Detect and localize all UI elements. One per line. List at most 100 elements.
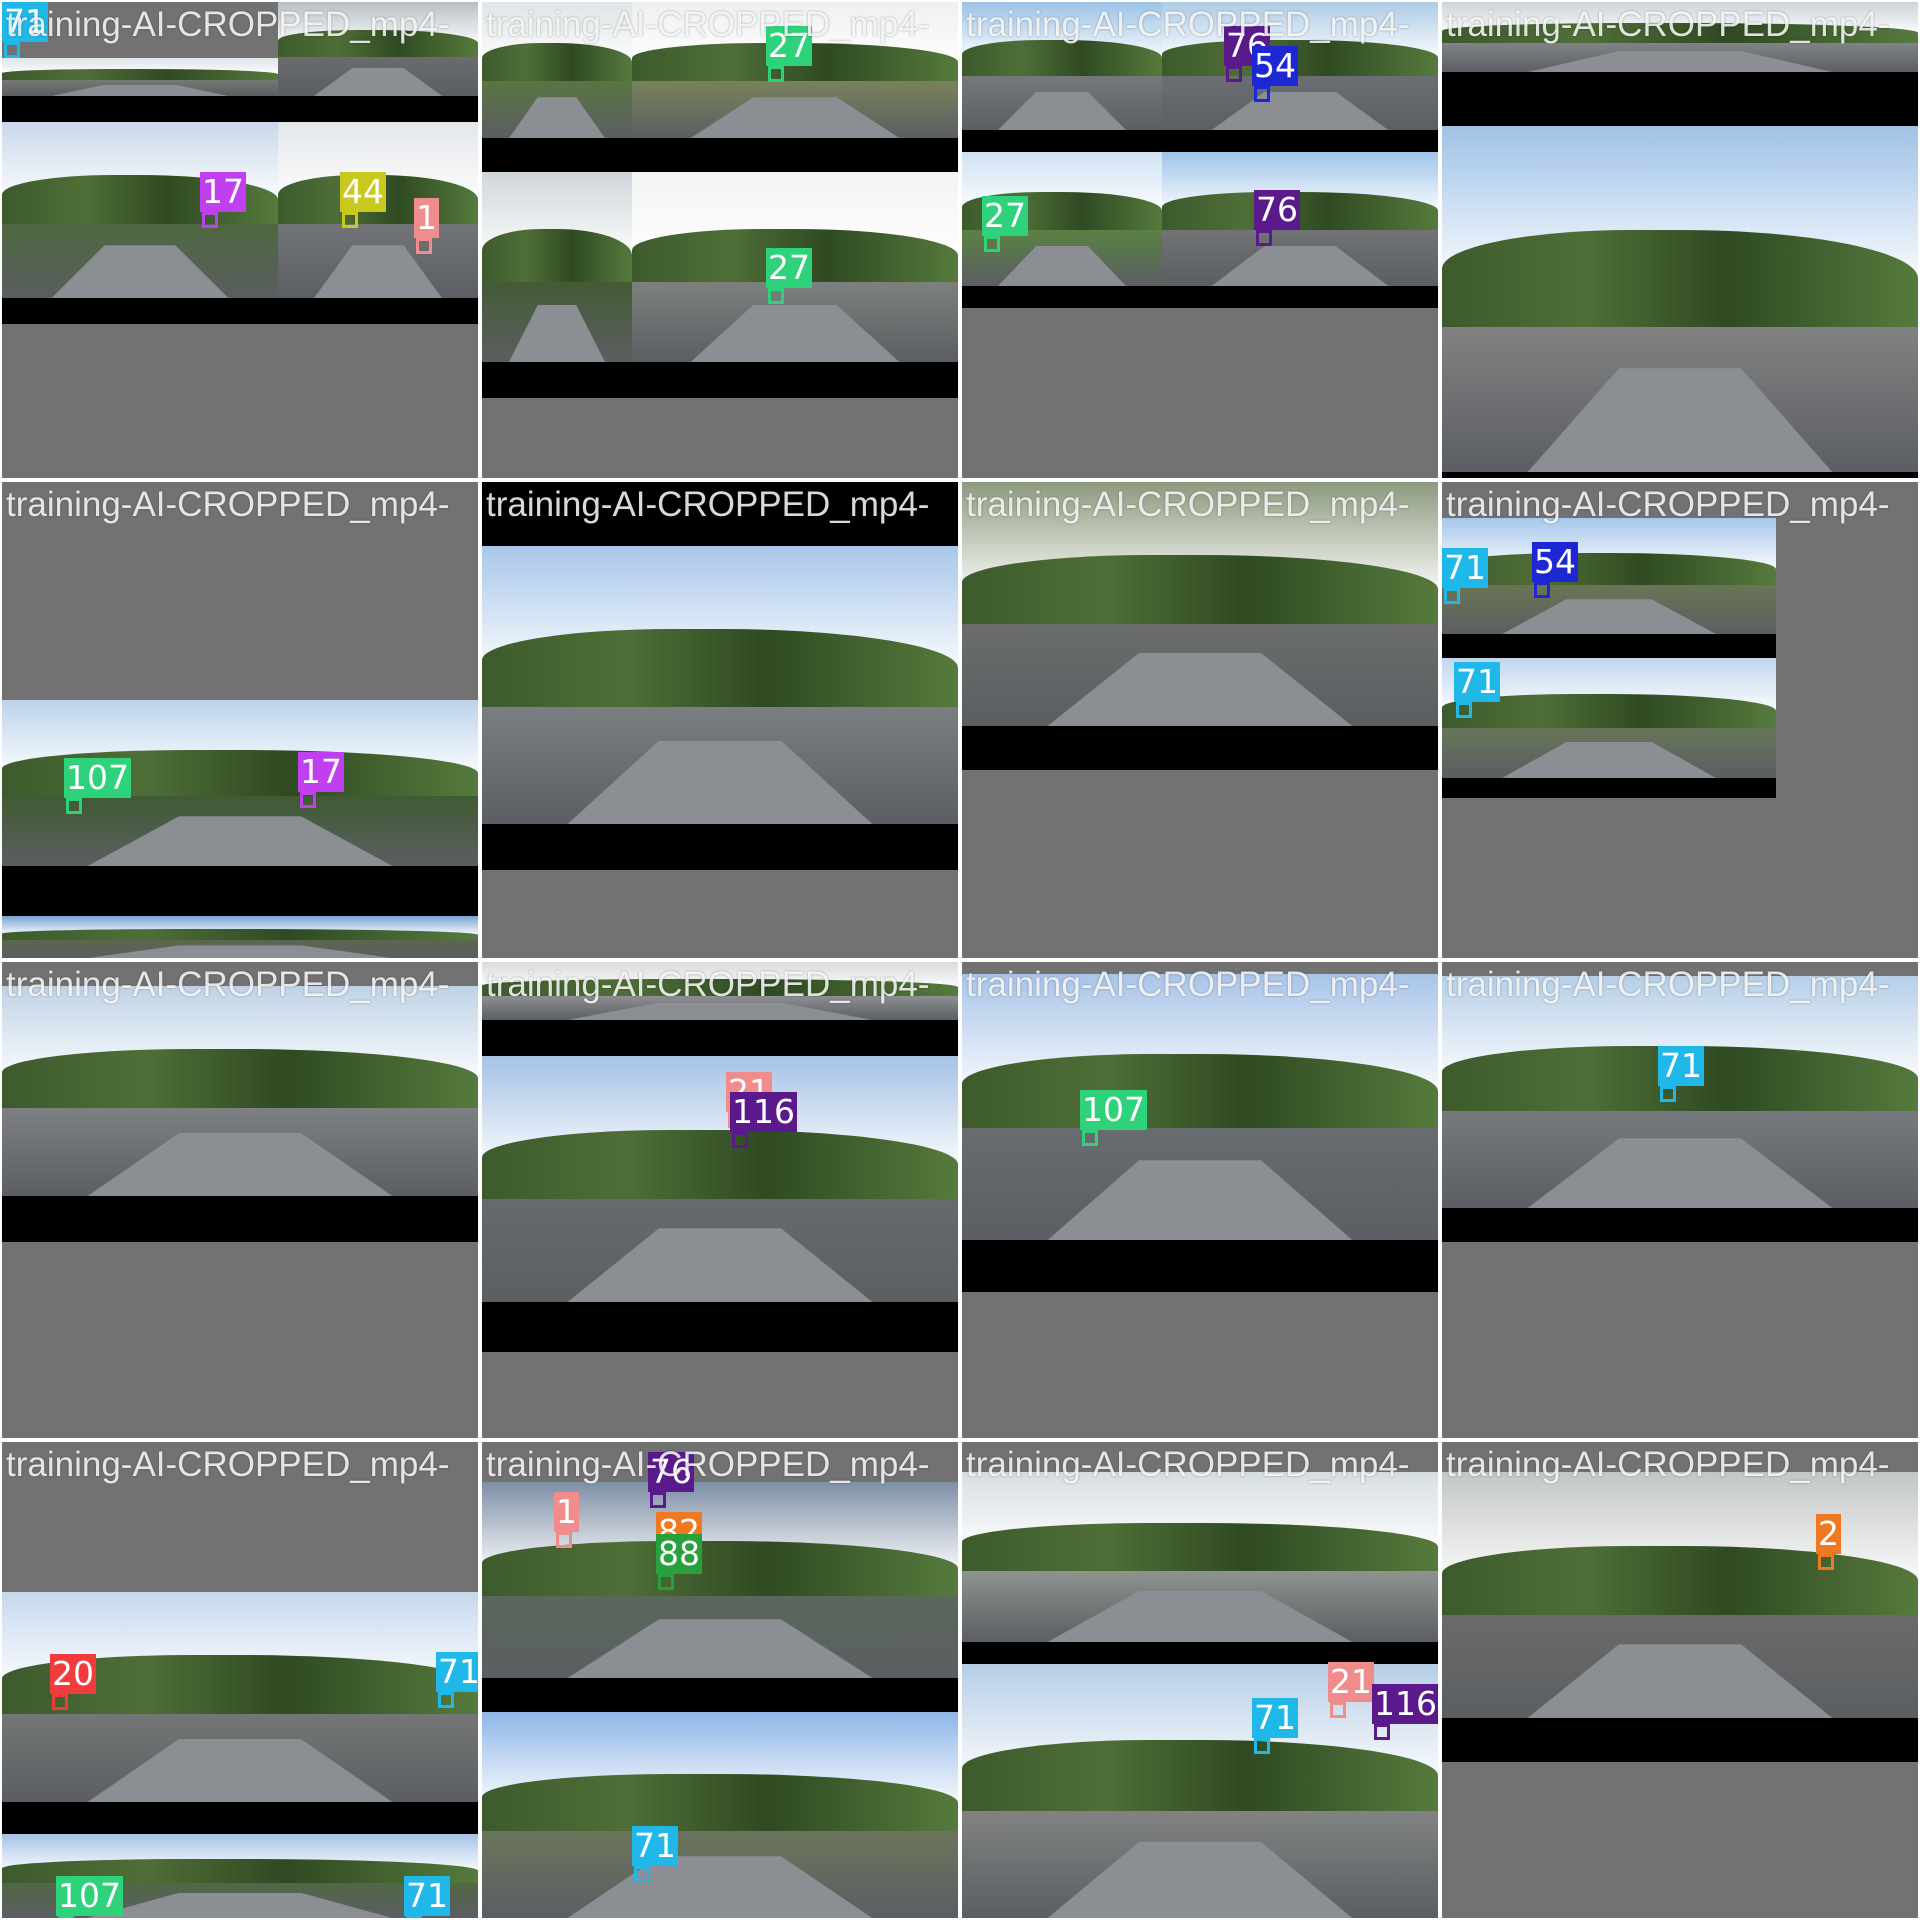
detection-box (1456, 702, 1472, 718)
mosaic-tile: 20 71 107 71 training-AI-CROPPED_mp4- (2, 1442, 478, 1918)
detection-box (58, 1916, 74, 1918)
filename-caption: training-AI-CROPPED_mp4- (6, 5, 450, 44)
photo-trees (482, 229, 632, 283)
filename-caption: training-AI-CROPPED_mp4- (966, 485, 1410, 524)
detection-box (1444, 588, 1460, 604)
detection-box (1374, 1724, 1390, 1740)
detection-label: 27 (982, 196, 1028, 236)
detection-label: 27 (766, 26, 812, 66)
detection-box (1534, 582, 1550, 598)
filename-caption: training-AI-CROPPED_mp4- (6, 1445, 450, 1484)
detection-box (406, 1916, 422, 1918)
mosaic-tile: training-AI-CROPPED_mp4- (1442, 2, 1918, 478)
mosaic-tile: 71 17 44 1 training-AI-CROPPED_mp4- (2, 2, 478, 478)
letterbox-band (482, 1302, 958, 1352)
letterbox-band (1442, 778, 1776, 798)
road-scene-photo (482, 1712, 958, 1918)
letterbox-band (482, 482, 958, 546)
detection-label: 1 (554, 1492, 579, 1532)
mosaic-tile: training-AI-CROPPED_mp4- (2, 962, 478, 1438)
detection-label: 71 (404, 1876, 450, 1916)
detection-label: 27 (766, 248, 812, 288)
detection-box (1254, 1738, 1270, 1754)
filename-caption: training-AI-CROPPED_mp4- (1446, 5, 1890, 44)
letterbox-band (1442, 72, 1918, 126)
road-scene-photo (1442, 1472, 1918, 1718)
road-scene-photo (2, 122, 278, 298)
photo-trees (278, 30, 478, 57)
letterbox-band (2, 1802, 478, 1834)
road-scene-photo (962, 1472, 1438, 1642)
letterbox-band (2, 298, 478, 324)
photo-road (567, 1002, 873, 1020)
detection-label: 71 (1454, 662, 1500, 702)
letterbox-band (2, 1196, 478, 1242)
detection-label: 107 (1080, 1090, 1147, 1130)
filename-caption: training-AI-CROPPED_mp4- (486, 965, 930, 1004)
detection-label: 20 (50, 1654, 96, 1694)
photo-trees (482, 629, 958, 708)
filename-caption: training-AI-CROPPED_mp4- (966, 5, 1410, 44)
road-scene-photo (278, 2, 478, 96)
detection-box (4, 42, 20, 58)
detection-box (556, 1532, 572, 1548)
mosaic-tile: 107 training-AI-CROPPED_mp4- (962, 962, 1438, 1438)
letterbox-band (962, 1240, 1438, 1292)
photo-trees (962, 555, 1438, 624)
mosaic-tile: training-AI-CROPPED_mp4- (482, 482, 958, 958)
letterbox-band (962, 726, 1438, 770)
letterbox-band (482, 1678, 958, 1712)
detection-box (438, 1692, 454, 1708)
filename-caption: training-AI-CROPPED_mp4- (486, 485, 930, 524)
detection-label: 54 (1252, 46, 1298, 86)
road-scene-photo (962, 482, 1438, 726)
road-scene-photo (1442, 126, 1918, 472)
photo-road (51, 84, 229, 96)
photo-road (1527, 51, 1833, 72)
filename-caption: training-AI-CROPPED_mp4- (966, 1445, 1410, 1484)
road-scene-photo (2, 916, 478, 958)
road-scene-photo (962, 2, 1162, 130)
mosaic-tile: 21116training-AI-CROPPED_mp4- (482, 962, 958, 1438)
photo-trees (1442, 1545, 1918, 1615)
road-scene-photo (482, 2, 632, 138)
letterbox-band (962, 286, 1438, 308)
filename-caption: training-AI-CROPPED_mp4- (6, 965, 450, 1004)
photo-trees (2, 69, 278, 81)
detection-label: 1 (414, 198, 439, 238)
detection-label: 107 (64, 758, 131, 798)
photo-trees (1442, 23, 1918, 43)
detection-box (984, 236, 1000, 252)
detection-label: 2 (1816, 1514, 1841, 1554)
filename-caption: training-AI-CROPPED_mp4- (6, 485, 450, 524)
road-scene-photo (482, 962, 958, 1020)
photo-trees (962, 1740, 1438, 1812)
road-scene-photo (482, 546, 958, 824)
road-scene-photo (1442, 2, 1918, 72)
letterbox-band (1442, 1718, 1918, 1762)
road-scene-photo (1442, 976, 1918, 1208)
photo-trees (482, 1540, 958, 1596)
detection-box (658, 1574, 674, 1590)
letterbox-band (482, 362, 958, 398)
detection-box (1226, 66, 1242, 82)
mosaic-tile: 2 training-AI-CROPPED_mp4- (1442, 1442, 1918, 1918)
detection-label: 17 (200, 172, 246, 212)
road-scene-photo (1162, 2, 1438, 130)
detection-label: 71 (1658, 1046, 1704, 1086)
filename-caption: training-AI-CROPPED_mp4- (1446, 485, 1890, 524)
photo-trees (962, 40, 1162, 77)
detection-label: 17 (298, 752, 344, 792)
detection-box (1254, 86, 1270, 102)
letterbox-band (2, 866, 478, 916)
detection-label: 116 (1372, 1684, 1438, 1724)
detection-box (634, 1866, 650, 1882)
road-scene-photo (2, 1592, 478, 1802)
detection-box (66, 798, 82, 814)
road-scene-photo (2, 986, 478, 1196)
photo-trees (2, 928, 478, 941)
letterbox-band (1442, 1208, 1918, 1242)
road-scene-photo (962, 152, 1162, 286)
detection-box (202, 212, 218, 228)
detection-label: 71 (1442, 548, 1488, 588)
